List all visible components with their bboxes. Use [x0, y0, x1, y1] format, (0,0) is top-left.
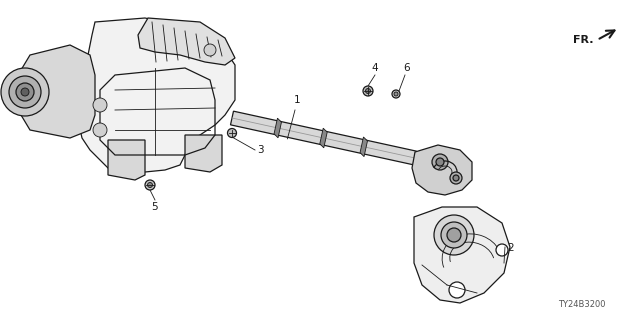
Circle shape — [434, 215, 474, 255]
Polygon shape — [230, 111, 417, 165]
Circle shape — [436, 158, 444, 166]
Circle shape — [453, 175, 459, 181]
Text: 6: 6 — [404, 63, 410, 73]
Text: TY24B3200: TY24B3200 — [558, 300, 605, 309]
Circle shape — [394, 92, 398, 96]
Polygon shape — [414, 207, 510, 303]
Circle shape — [447, 228, 461, 242]
Text: 3: 3 — [257, 145, 264, 155]
Circle shape — [9, 76, 41, 108]
Circle shape — [496, 244, 508, 256]
Text: 1: 1 — [294, 95, 300, 105]
Text: FR.: FR. — [573, 35, 594, 45]
Polygon shape — [412, 145, 472, 195]
Circle shape — [450, 172, 462, 184]
Circle shape — [145, 180, 155, 190]
Polygon shape — [138, 18, 235, 65]
Text: 4: 4 — [372, 63, 378, 73]
Polygon shape — [360, 137, 367, 156]
Circle shape — [227, 129, 237, 138]
Polygon shape — [320, 128, 327, 148]
Polygon shape — [18, 45, 95, 138]
Circle shape — [147, 182, 152, 188]
Circle shape — [392, 90, 400, 98]
Circle shape — [363, 86, 373, 96]
Circle shape — [449, 282, 465, 298]
Polygon shape — [274, 118, 282, 138]
Polygon shape — [78, 18, 235, 172]
Polygon shape — [185, 135, 222, 172]
Circle shape — [441, 222, 467, 248]
Circle shape — [16, 83, 34, 101]
Circle shape — [1, 68, 49, 116]
Circle shape — [365, 89, 371, 93]
Text: 5: 5 — [152, 202, 158, 212]
Circle shape — [93, 98, 107, 112]
Text: 2: 2 — [507, 243, 514, 253]
Circle shape — [21, 88, 29, 96]
Circle shape — [432, 154, 448, 170]
Circle shape — [93, 123, 107, 137]
Polygon shape — [108, 140, 145, 180]
Circle shape — [204, 44, 216, 56]
